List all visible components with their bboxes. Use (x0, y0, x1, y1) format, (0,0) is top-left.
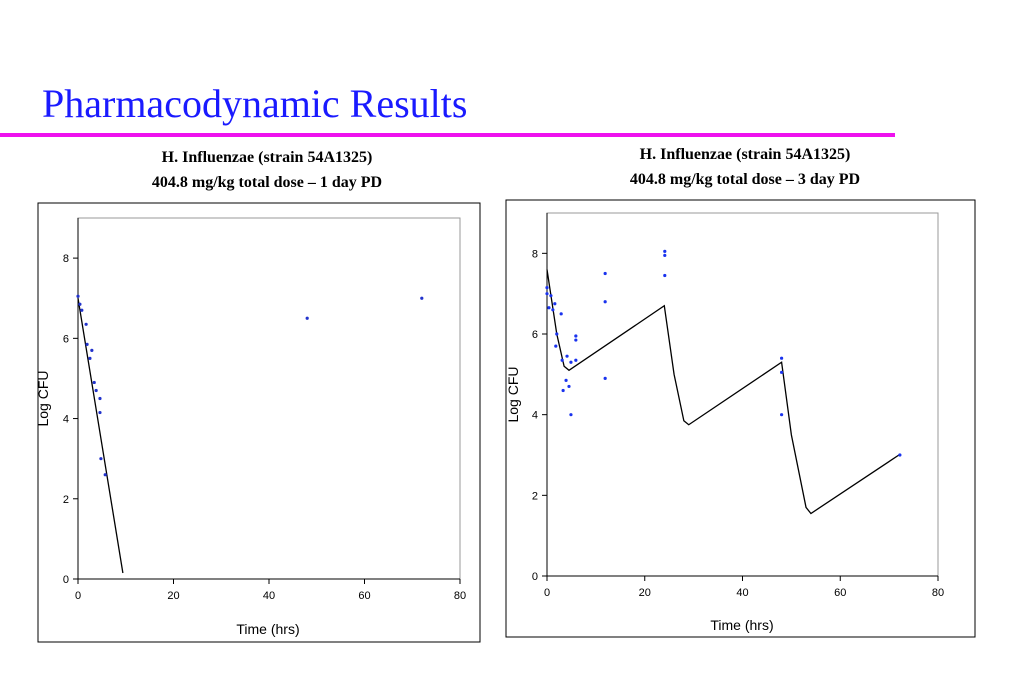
y-tick-label: 2 (532, 490, 538, 502)
x-tick-label: 60 (358, 590, 370, 602)
fit-curve (546, 269, 900, 515)
data-point (553, 302, 557, 306)
data-point (78, 302, 82, 306)
y-tick-label: 8 (63, 253, 69, 265)
plot-frame (546, 212, 939, 577)
y-tick-label: 0 (532, 571, 538, 583)
data-point (603, 300, 607, 304)
y-tick-label: 0 (63, 574, 69, 586)
data-point (898, 453, 902, 457)
x-tick-label: 20 (167, 590, 179, 602)
x-tick-label: 60 (834, 587, 846, 599)
data-point (780, 356, 784, 360)
data-point (99, 457, 103, 461)
data-point (569, 413, 573, 417)
chart-subtitle: 404.8 mg/kg total dose – 3 day PD (630, 171, 860, 188)
data-point (564, 378, 568, 382)
x-tick-label: 80 (454, 590, 466, 602)
data-point (545, 292, 549, 296)
y-tick-label: 6 (63, 333, 69, 345)
data-point (305, 316, 309, 320)
chart-title: H. Influenzae (strain 54A1325) (162, 149, 373, 166)
data-point (565, 354, 569, 358)
data-point (98, 410, 102, 415)
data-point (420, 296, 424, 300)
x-tick-label: 0 (544, 587, 550, 599)
data-point (545, 286, 549, 290)
data-point (663, 253, 667, 257)
data-point (554, 344, 558, 348)
y-tick-label: 4 (532, 410, 538, 422)
data-point (663, 273, 667, 278)
data-point (84, 322, 88, 326)
y-axis-label: Log CFU (505, 366, 521, 422)
chart-border (505, 199, 976, 638)
x-tick-label: 40 (736, 587, 748, 599)
y-tick-label: 2 (63, 494, 69, 506)
x-tick-label: 20 (639, 587, 651, 599)
data-point (574, 334, 578, 338)
chart-title: H. Influenzae (strain 54A1325) (640, 146, 851, 163)
data-point (80, 308, 84, 312)
data-point (559, 312, 563, 316)
data-point (90, 348, 94, 352)
data-point (574, 358, 578, 362)
plot-frame (77, 217, 461, 580)
data-point (567, 384, 571, 389)
data-point (76, 294, 80, 298)
data-point (780, 413, 784, 417)
x-tick-label: 0 (75, 590, 81, 602)
data-point (85, 342, 89, 346)
data-point (561, 388, 565, 393)
data-point (94, 388, 98, 393)
data-point (574, 338, 578, 342)
x-axis-label: Time (hrs) (236, 621, 299, 637)
data-point (547, 306, 551, 310)
data-point (92, 380, 96, 385)
y-tick-label: 8 (532, 248, 538, 260)
data-point (103, 473, 107, 477)
y-tick-label: 6 (532, 329, 538, 341)
data-point (569, 360, 573, 364)
slide-title: Pharmacodynamic Results (42, 81, 467, 126)
x-tick-label: 80 (932, 587, 944, 599)
data-point (560, 358, 564, 362)
title-rule (0, 133, 895, 137)
data-point (88, 356, 92, 360)
fit-curve (77, 298, 124, 574)
data-point (551, 308, 555, 312)
x-tick-label: 40 (263, 590, 275, 602)
data-point (98, 396, 102, 401)
data-point (555, 332, 559, 336)
y-axis-label: Log CFU (35, 370, 51, 426)
data-point (663, 249, 667, 253)
data-point (603, 376, 607, 380)
data-point (603, 271, 607, 276)
y-tick-label: 4 (63, 414, 69, 426)
data-point (549, 294, 553, 298)
x-axis-label: Time (hrs) (710, 617, 773, 633)
data-point (780, 370, 784, 374)
chart-subtitle: 404.8 mg/kg total dose – 1 day PD (152, 174, 382, 191)
chart-border (37, 202, 481, 643)
